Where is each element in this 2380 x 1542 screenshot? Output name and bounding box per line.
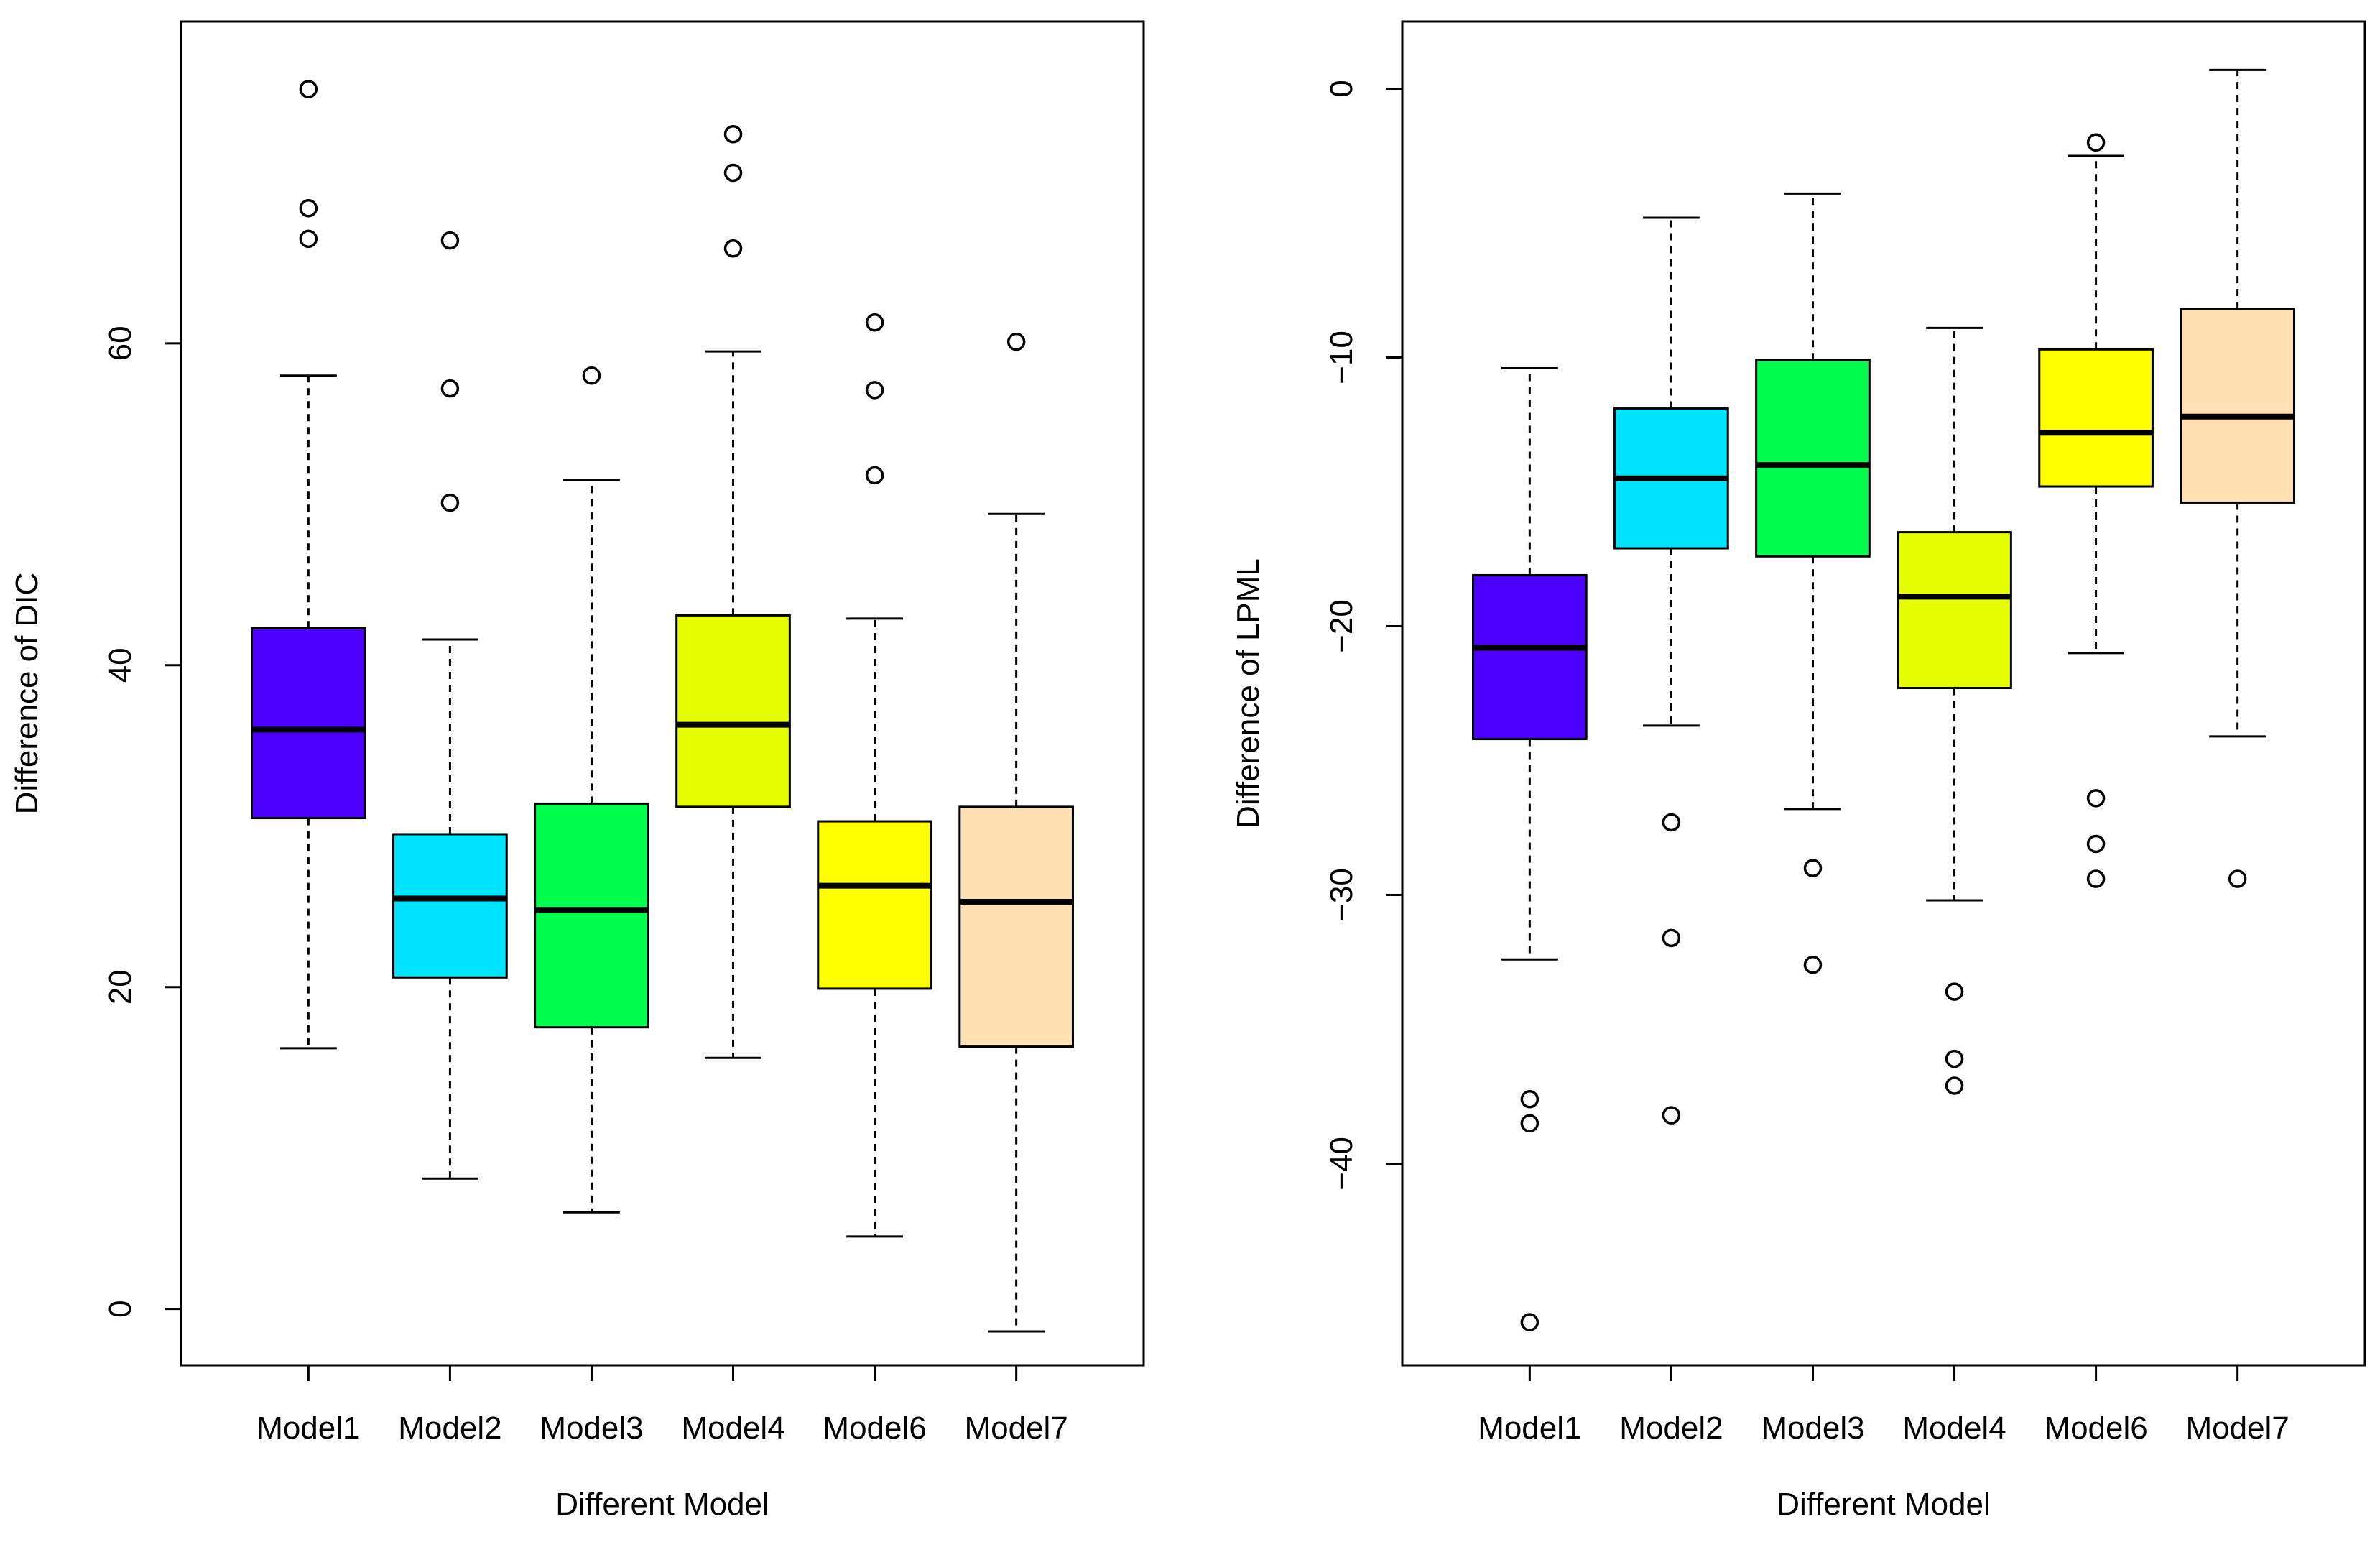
- outlier-point: [582, 366, 601, 385]
- iqr-box: [392, 833, 508, 979]
- x-tick-label: Model2: [1619, 1411, 1723, 1446]
- x-tick-label: Model4: [681, 1411, 784, 1446]
- iqr-box: [817, 820, 932, 990]
- dic-box-model6: [817, 313, 932, 1238]
- iqr-box: [1755, 359, 1871, 558]
- dic-box-model4: [675, 125, 791, 1059]
- outlier-point: [299, 229, 318, 249]
- y-tick-label: 0: [103, 1300, 138, 1317]
- outlier-point: [2086, 789, 2106, 808]
- iqr-box: [958, 805, 1074, 1048]
- outlier-point: [723, 239, 743, 258]
- lpml-box-model7: [2180, 68, 2295, 888]
- dic-box-model7: [958, 332, 1074, 1333]
- outlier-point: [1662, 928, 1681, 948]
- dic-box-model3: [534, 366, 649, 1214]
- x-tick-label: Model3: [540, 1411, 643, 1446]
- lpml-box-model6: [2038, 133, 2154, 888]
- outlier-point: [440, 493, 460, 512]
- outlier-point: [1520, 1089, 1539, 1109]
- y-tick-label: −20: [1324, 599, 1359, 653]
- outlier-point: [440, 231, 460, 250]
- x-tick-label: Model2: [398, 1411, 501, 1446]
- outlier-point: [440, 379, 460, 398]
- y-tick-label: −30: [1324, 868, 1359, 922]
- iqr-box: [2180, 308, 2295, 504]
- y-axis-label: Difference of LPML: [1231, 558, 1266, 828]
- outlier-point: [2228, 869, 2247, 888]
- outlier-point: [2086, 869, 2106, 888]
- x-tick-label: Model7: [964, 1411, 1068, 1446]
- iqr-box: [675, 614, 791, 808]
- plot-frame: [180, 20, 1145, 1367]
- iqr-box: [1472, 573, 1588, 741]
- iqr-box: [2038, 348, 2154, 488]
- lpml-box-model2: [1613, 216, 1729, 1125]
- lpml-chart-panel: 0 −10 −20 −30 −40 Model1 Model2 Model3 Model4 Mod…: [1231, 20, 2366, 1522]
- x-tick-label: Model1: [1478, 1411, 1581, 1446]
- outlier-point: [1662, 1106, 1681, 1125]
- outlier-point: [1945, 982, 1964, 1001]
- x-tick-label: Model1: [256, 1411, 360, 1446]
- x-tick-label: Model6: [2044, 1411, 2147, 1446]
- iqr-box: [534, 802, 649, 1029]
- outlier-point: [1945, 1049, 1964, 1068]
- y-tick-label: 0: [1324, 80, 1359, 97]
- outlier-point: [865, 466, 884, 485]
- iqr-box: [1897, 531, 2012, 690]
- lpml-box-model1: [1472, 366, 1588, 1331]
- outlier-point: [1945, 1076, 1964, 1095]
- x-tick-label: Model7: [2185, 1411, 2289, 1446]
- y-tick-label: 40: [103, 647, 138, 683]
- outlier-point: [2086, 133, 2106, 152]
- outlier-point: [2086, 834, 2106, 854]
- x-tick-label: Model3: [1761, 1411, 1864, 1446]
- outlier-point: [1520, 1313, 1539, 1331]
- outlier-point: [299, 199, 318, 218]
- outlier-point: [1006, 332, 1026, 351]
- iqr-box: [251, 627, 366, 820]
- outlier-point: [723, 125, 743, 144]
- dic-box-model1: [251, 80, 366, 1050]
- y-tick-label: 60: [103, 326, 138, 361]
- outlier-point: [1803, 859, 1823, 877]
- y-axis-label: Difference of DIC: [9, 573, 45, 815]
- y-tick-label: −40: [1324, 1137, 1359, 1191]
- x-tick-label: Model4: [1902, 1411, 2006, 1446]
- y-tick-label: −10: [1324, 331, 1359, 384]
- lpml-box-model3: [1755, 192, 1871, 974]
- outlier-point: [865, 381, 884, 400]
- outlier-point: [1520, 1114, 1539, 1133]
- outlier-point: [299, 80, 318, 98]
- outlier-point: [1662, 813, 1681, 832]
- dic-chart-panel: 0 20 40 60 Model1 Model2 Model3 Model4 Model6 Mod…: [9, 20, 1145, 1522]
- y-tick-label: 20: [103, 969, 138, 1005]
- outlier-point: [865, 313, 884, 332]
- plot-frame: [1401, 20, 2366, 1367]
- outlier-point: [1803, 955, 1823, 974]
- lpml-box-model4: [1897, 326, 2012, 1095]
- dic-box-model2: [392, 231, 508, 1180]
- x-axis-label: Different Model: [555, 1487, 769, 1522]
- outlier-point: [723, 163, 743, 183]
- x-axis-label: Different Model: [1777, 1487, 1991, 1522]
- x-tick-label: Model6: [823, 1411, 926, 1446]
